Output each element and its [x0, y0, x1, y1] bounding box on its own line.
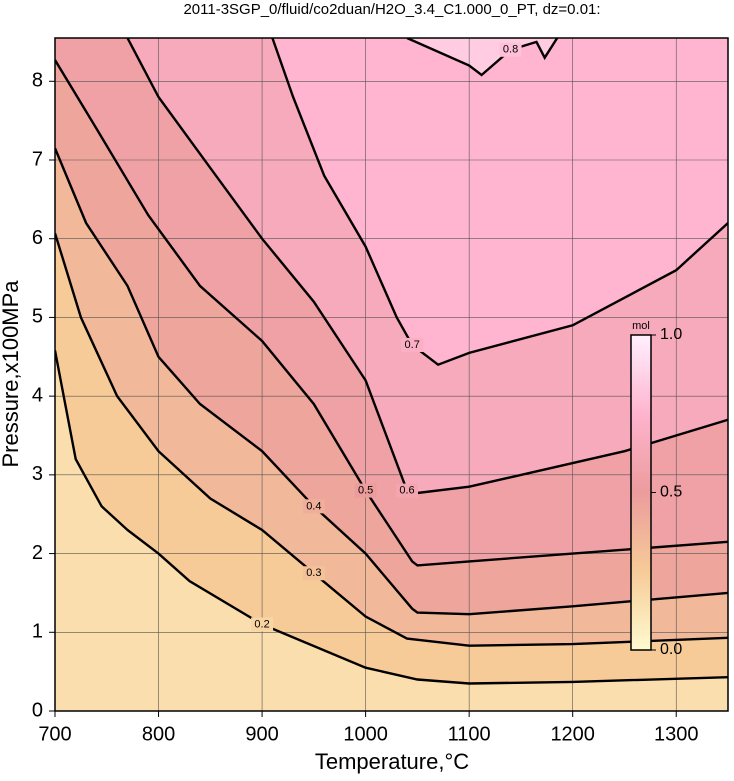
contour-label: 0.3	[306, 567, 321, 579]
x-tick-label: 1100	[448, 723, 491, 745]
chart-title: 2011-3SGP_0/fluid/co2duan/H2O_3.4_C1.000…	[183, 1, 600, 18]
y-tick-label: 7	[32, 148, 43, 170]
contour-label: 0.6	[399, 485, 414, 497]
colorbar-tick-label: 0.0	[660, 641, 682, 658]
contour-label-bg	[251, 617, 274, 632]
contour-label-bg	[354, 483, 377, 498]
contour-label: 0.5	[358, 485, 373, 497]
y-axis-label: Pressure,x100MPa	[0, 280, 23, 468]
contour-label: 0.7	[405, 339, 420, 351]
contour-fill	[55, 38, 728, 365]
contour-label-bg	[499, 42, 522, 57]
colorbar-tick-label: 1.0	[660, 326, 682, 343]
y-tick-label: 1	[32, 621, 43, 643]
x-tick-label: 1300	[654, 723, 699, 745]
contour-label-bg	[396, 483, 419, 498]
x-axis-label: Temperature,°C	[315, 749, 469, 774]
contour-line	[55, 350, 728, 685]
contour-label: 0.4	[306, 500, 321, 512]
x-tick-label: 1000	[343, 723, 388, 745]
y-tick-label: 2	[32, 542, 43, 564]
y-tick-label: 5	[32, 306, 43, 328]
x-tick-label: 700	[38, 723, 71, 745]
y-tick-label: 3	[32, 463, 43, 485]
plot-frame	[54, 37, 729, 712]
y-tick-label: 8	[32, 70, 43, 92]
contour-label-bg	[302, 566, 325, 581]
colorbar	[630, 334, 652, 651]
y-tick-label: 6	[32, 227, 43, 249]
y-tick-label: 4	[32, 384, 43, 406]
colorbar-tick-label: 0.5	[660, 484, 682, 501]
contour-label: 0.8	[503, 44, 518, 56]
contour-line	[55, 59, 728, 567]
contour-line	[126, 38, 728, 495]
contour-label-bg	[302, 499, 325, 514]
contour-label: 0.2	[254, 618, 269, 630]
colorbar-label: mol	[632, 320, 650, 332]
y-tick-label: 0	[32, 699, 43, 721]
plot-area: 0.2 0.3 0.4 0.5 0.6 0.7 0.8	[55, 38, 728, 711]
contour-label-bg	[401, 337, 424, 352]
x-tick-label: 1200	[550, 723, 595, 745]
x-tick-label: 800	[142, 723, 175, 745]
x-tick-label: 900	[245, 723, 278, 745]
contour-line	[55, 232, 728, 647]
